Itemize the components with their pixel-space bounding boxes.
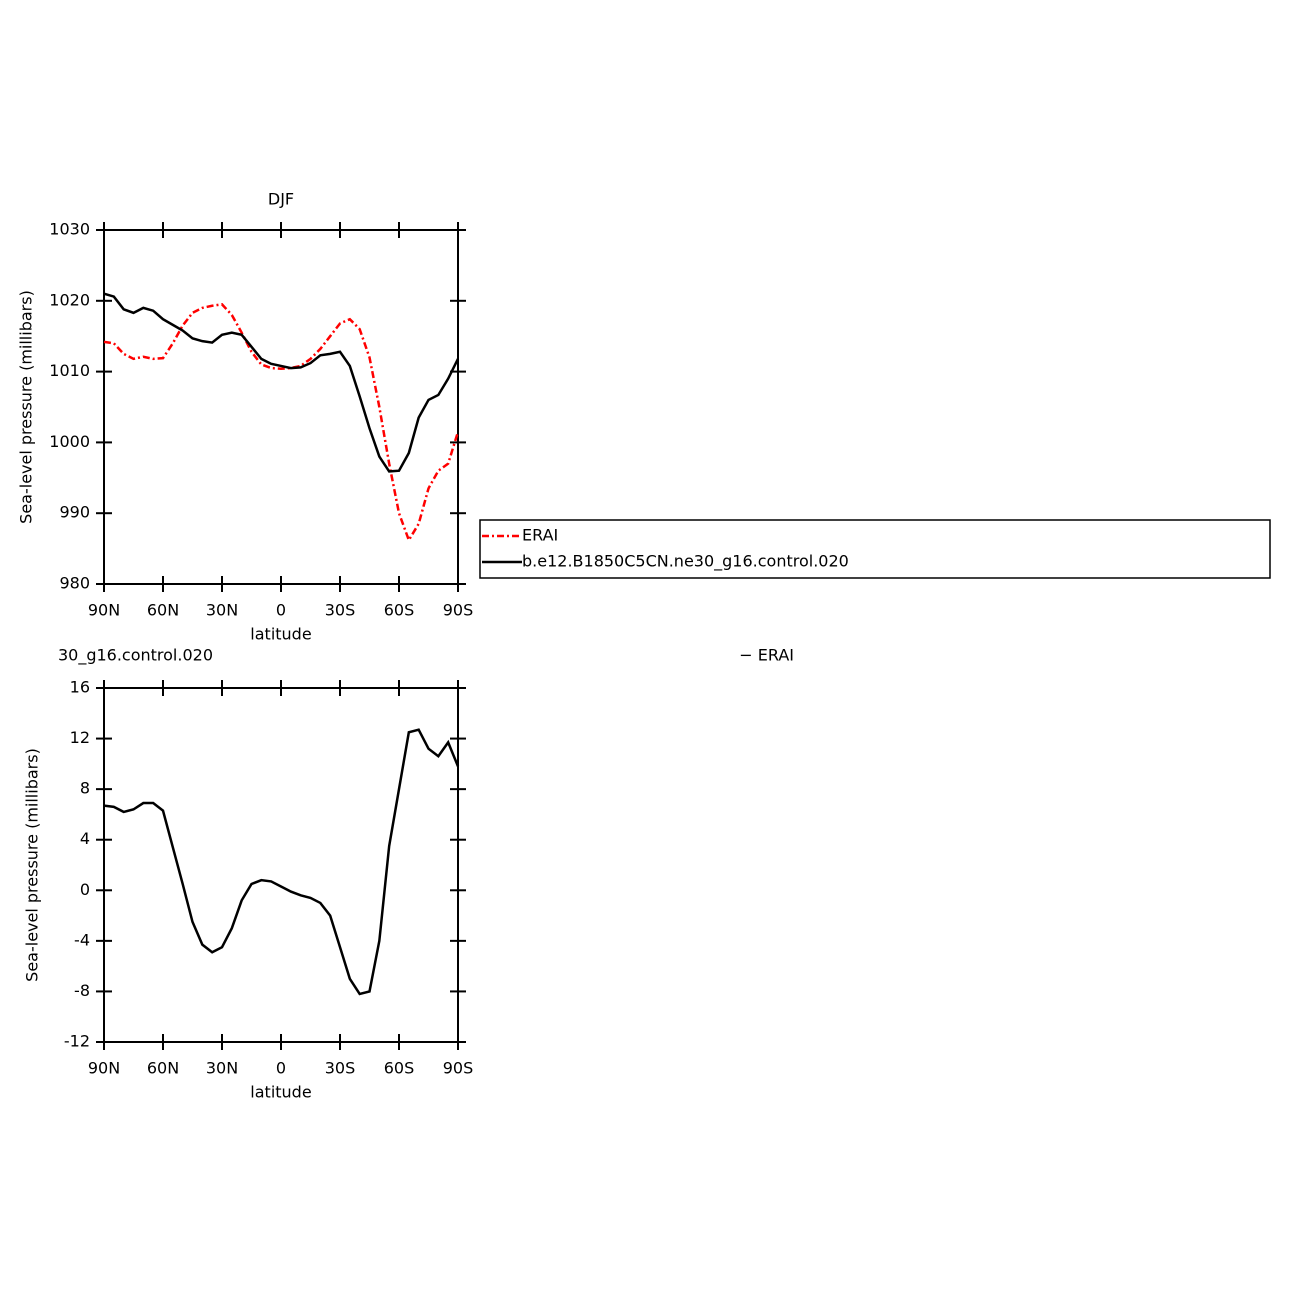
y-tick-label: 16 — [70, 678, 90, 697]
y-tick-label: 1030 — [49, 220, 90, 239]
y-tick-label: -12 — [64, 1032, 90, 1051]
y-axis-label: Sea-level pressure (millibars) — [23, 748, 42, 982]
y-tick-label: 1010 — [49, 361, 90, 380]
x-tick-label: 0 — [276, 601, 286, 620]
x-tick-label: 60N — [147, 601, 179, 620]
y-tick-label: 1020 — [49, 290, 90, 309]
legend-label: b.e12.B1850C5CN.ne30_g16.control.020 — [522, 552, 849, 572]
chart-title: 30_g16.control.020 — [58, 646, 213, 666]
x-tick-label: 30N — [206, 1059, 238, 1078]
chart-title: DJF — [268, 190, 294, 209]
x-tick-label: 0 — [276, 1059, 286, 1078]
series-line — [103, 303, 460, 543]
x-axis-label: latitude — [250, 1083, 311, 1102]
x-tick-label: 90S — [443, 1059, 474, 1078]
y-tick-label: 0 — [80, 880, 90, 899]
y-tick-label: 1000 — [49, 432, 90, 451]
x-tick-label: 60N — [147, 1059, 179, 1078]
x-tick-label: 30S — [325, 1059, 356, 1078]
legend-label: ERAI — [522, 526, 558, 545]
plot-frame — [103, 229, 459, 585]
x-tick-label: 90S — [443, 601, 474, 620]
y-tick-label: 8 — [80, 779, 90, 798]
x-axis-label: latitude — [250, 625, 311, 644]
y-tick-label: -4 — [74, 930, 90, 949]
plot-frame — [103, 687, 459, 1043]
y-tick-label: 980 — [59, 574, 90, 593]
x-tick-label: 60S — [384, 601, 415, 620]
series-line — [103, 292, 460, 473]
y-tick-label: 4 — [80, 829, 90, 848]
x-tick-label: 90N — [88, 601, 120, 620]
x-tick-label: 60S — [384, 1059, 415, 1078]
series-line — [103, 728, 460, 996]
y-tick-label: 990 — [59, 503, 90, 522]
x-tick-label: 30N — [206, 601, 238, 620]
y-axis-label: Sea-level pressure (millibars) — [17, 290, 36, 524]
x-tick-label: 30S — [325, 601, 356, 620]
chart-title: − ERAI — [739, 646, 794, 665]
y-tick-label: -8 — [74, 981, 90, 1000]
legend-box — [479, 519, 1271, 579]
y-tick-label: 12 — [70, 728, 90, 747]
x-tick-label: 90N — [88, 1059, 120, 1078]
